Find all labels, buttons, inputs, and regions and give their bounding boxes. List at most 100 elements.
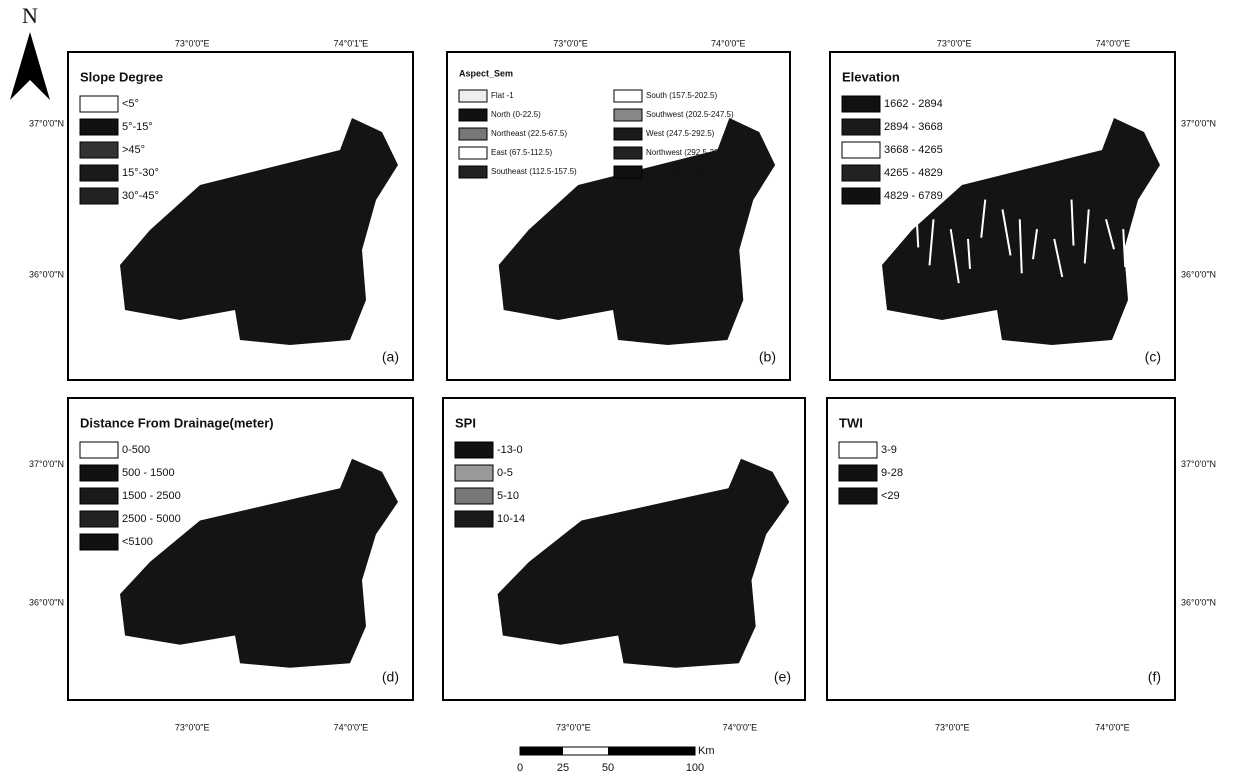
lon-label: 74°0'0"E bbox=[1095, 722, 1130, 732]
legend-label: 0-500 bbox=[122, 444, 150, 456]
lat-label: 36°0'0"N bbox=[1181, 269, 1216, 279]
lon-label: 73°0'0"E bbox=[935, 722, 970, 732]
lon-label: 74°0'0"E bbox=[711, 38, 746, 48]
legend-label: 4829 - 6789 bbox=[884, 190, 943, 202]
legend-swatch bbox=[459, 109, 487, 121]
lon-label: 74°0'0"E bbox=[334, 722, 369, 732]
legend-label: Southeast (112.5-157.5) bbox=[491, 167, 577, 176]
legend-label: 5°-15° bbox=[122, 121, 153, 133]
legend-label: 4265 - 4829 bbox=[884, 167, 943, 179]
figure: N 0 25 50 100 Km Slope Degree <5° 5°-15° >45° 15°… bbox=[0, 0, 1243, 776]
legend-label: 3-9 bbox=[881, 444, 897, 456]
legend-swatch bbox=[614, 90, 642, 102]
legend-label: 0-5 bbox=[497, 467, 513, 479]
legend-swatch bbox=[839, 488, 877, 504]
lat-label: 37°0'0"N bbox=[29, 119, 64, 129]
scale-label: 25 bbox=[557, 762, 569, 774]
panel-letter: (b) bbox=[759, 349, 776, 365]
legend-swatch bbox=[842, 96, 880, 112]
panel-letter: (e) bbox=[774, 669, 791, 685]
legend-swatch bbox=[842, 119, 880, 135]
legend-label: Southwest (202.5-247.5) bbox=[646, 110, 734, 119]
legend-swatch bbox=[80, 96, 118, 112]
scale-unit: Km bbox=[698, 745, 715, 757]
panel-frame bbox=[827, 398, 1175, 700]
lon-label: 73°0'0"E bbox=[175, 38, 210, 48]
legend-label: Northeast (22.5-67.5) bbox=[491, 129, 567, 138]
scale-label: 0 bbox=[517, 762, 523, 774]
panel-title: Aspect_Sem bbox=[459, 68, 513, 78]
legend-swatch bbox=[614, 166, 642, 178]
legend-swatch bbox=[80, 511, 118, 527]
lat-label: 37°0'0"N bbox=[1181, 119, 1216, 129]
legend-label: North (337.5-360) bbox=[646, 167, 709, 176]
legend-label: 1500 - 2500 bbox=[122, 490, 181, 502]
legend-label: Flat -1 bbox=[491, 91, 514, 100]
lon-label: 73°0'0"E bbox=[553, 38, 588, 48]
legend-label: <29 bbox=[881, 490, 900, 502]
legend-label: -13-0 bbox=[497, 444, 523, 456]
panel-title: TWI bbox=[839, 415, 863, 430]
lat-label: 37°0'0"N bbox=[1181, 459, 1216, 469]
legend-label: 9-28 bbox=[881, 467, 903, 479]
panel-title: Elevation bbox=[842, 69, 900, 84]
legend-swatch bbox=[80, 119, 118, 135]
legend-label: <5100 bbox=[122, 536, 153, 548]
scale-label: 100 bbox=[686, 762, 704, 774]
panel-letter: (a) bbox=[382, 349, 399, 365]
legend-swatch bbox=[80, 188, 118, 204]
legend-swatch bbox=[842, 142, 880, 158]
legend-label: 1662 - 2894 bbox=[884, 98, 943, 110]
legend-label: 500 - 1500 bbox=[122, 467, 175, 479]
legend-label: South (157.5-202.5) bbox=[646, 91, 717, 100]
scale-label: 50 bbox=[602, 762, 614, 774]
lon-label: 73°0'0"E bbox=[175, 722, 210, 732]
north-arrow bbox=[10, 32, 50, 100]
legend-swatch bbox=[842, 165, 880, 181]
legend-label: 5-10 bbox=[497, 490, 519, 502]
north-label: N bbox=[22, 3, 38, 28]
legend-swatch bbox=[80, 142, 118, 158]
legend-label: 2500 - 5000 bbox=[122, 513, 181, 525]
legend-swatch bbox=[80, 165, 118, 181]
lon-label: 74°0'0"E bbox=[1096, 38, 1131, 48]
legend-swatch bbox=[80, 465, 118, 481]
lon-label: 73°0'0"E bbox=[937, 38, 972, 48]
legend-swatch bbox=[80, 488, 118, 504]
legend-swatch bbox=[614, 147, 642, 159]
legend-swatch bbox=[459, 90, 487, 102]
legend-label: North (0-22.5) bbox=[491, 110, 541, 119]
legend-swatch bbox=[455, 442, 493, 458]
legend-swatch bbox=[842, 188, 880, 204]
lon-label: 73°0'0"E bbox=[556, 722, 591, 732]
legend-swatch bbox=[455, 488, 493, 504]
lat-label: 37°0'0"N bbox=[29, 459, 64, 469]
legend-label: West (247.5-292.5) bbox=[646, 129, 715, 138]
legend-swatch bbox=[80, 442, 118, 458]
panel-title: Slope Degree bbox=[80, 69, 163, 84]
legend-label: <5° bbox=[122, 98, 139, 110]
panel-letter: (d) bbox=[382, 669, 399, 685]
legend-label: 10-14 bbox=[497, 513, 525, 525]
legend-swatch bbox=[459, 166, 487, 178]
scale-bar bbox=[520, 747, 695, 755]
legend-label: 15°-30° bbox=[122, 167, 159, 179]
legend-swatch bbox=[614, 109, 642, 121]
legend-label: Northwest (292.5-337.5) bbox=[646, 148, 733, 157]
legend-label: 30°-45° bbox=[122, 190, 159, 202]
legend-swatch bbox=[614, 128, 642, 140]
lon-label: 74°0'0"E bbox=[723, 722, 758, 732]
lon-label: 74°0'1"E bbox=[334, 38, 369, 48]
legend-swatch bbox=[459, 147, 487, 159]
lat-label: 36°0'0"N bbox=[29, 598, 64, 608]
panel-letter: (c) bbox=[1145, 349, 1161, 365]
legend-swatch bbox=[80, 534, 118, 550]
legend-label: >45° bbox=[122, 144, 145, 156]
legend-swatch bbox=[839, 465, 877, 481]
legend-swatch bbox=[459, 128, 487, 140]
lat-label: 36°0'0"N bbox=[29, 269, 64, 279]
legend-label: 3668 - 4265 bbox=[884, 144, 943, 156]
legend-swatch bbox=[455, 465, 493, 481]
panel-title: Distance From Drainage(meter) bbox=[80, 415, 274, 430]
lat-label: 36°0'0"N bbox=[1181, 598, 1216, 608]
